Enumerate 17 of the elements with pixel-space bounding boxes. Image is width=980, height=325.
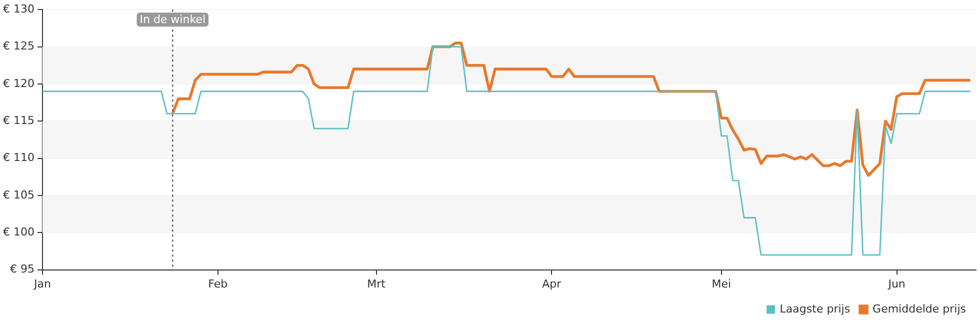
x-tick-label: Mei — [712, 277, 732, 290]
x-tick-label: Feb — [208, 277, 228, 290]
y-tick-label: € 115 — [2, 114, 34, 127]
x-tick-label: Apr — [542, 277, 562, 290]
legend-label: Gemiddelde prijs — [872, 302, 966, 316]
y-tick-label: € 120 — [2, 76, 34, 90]
y-tick-label: € 130 — [2, 2, 34, 16]
legend-label: Laagste prijs — [780, 302, 850, 316]
y-tick-label: € 100 — [2, 225, 34, 238]
x-tick-label: Jun — [887, 277, 906, 290]
ref-line-label: In de winkel — [140, 12, 206, 26]
y-tick-label: € 125 — [2, 40, 34, 53]
y-tick-label: € 105 — [2, 188, 34, 202]
x-tick-label: Mrt — [367, 277, 386, 290]
y-tick-label: € 110 — [2, 151, 34, 164]
x-tick-label: Jan — [33, 277, 51, 290]
y-tick-label: € 95 — [10, 262, 34, 276]
